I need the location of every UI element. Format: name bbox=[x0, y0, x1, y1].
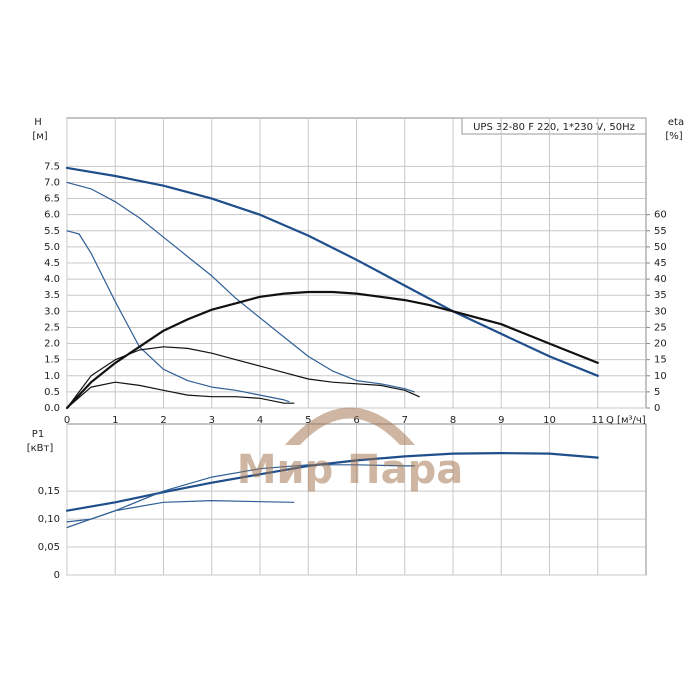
y2-tick-label: 0 bbox=[654, 403, 660, 414]
y-tick-label: 1.5 bbox=[44, 355, 60, 366]
y2-tick-label: 5 bbox=[654, 387, 660, 398]
x-tick-label: 6 bbox=[353, 415, 359, 426]
y2-unit: [%] bbox=[665, 131, 682, 142]
curve bbox=[65, 290, 599, 410]
y2-tick-label: 20 bbox=[654, 339, 667, 350]
y2-tick-label: 50 bbox=[654, 242, 667, 253]
y-label: H bbox=[34, 117, 42, 128]
y2-tick-label: 30 bbox=[654, 306, 667, 317]
watermark-text: Мир Пара bbox=[237, 447, 463, 493]
y-tick-label: 4.0 bbox=[44, 274, 60, 285]
x-tick-label: 2 bbox=[160, 415, 166, 426]
x-tick-label: 9 bbox=[498, 415, 504, 426]
y-tick-label: 0,05 bbox=[38, 542, 60, 553]
y2-label: eta bbox=[668, 117, 684, 128]
y-tick-label: 0.5 bbox=[44, 387, 60, 398]
curve bbox=[66, 381, 295, 409]
y2-tick-label: 35 bbox=[654, 290, 667, 301]
y-tick-label: 2.5 bbox=[44, 322, 60, 333]
y2-tick-label: 25 bbox=[654, 322, 667, 333]
y-tick-label: 7.0 bbox=[44, 177, 60, 188]
x-tick-label: 10 bbox=[543, 415, 556, 426]
y-tick-label: 0 bbox=[54, 570, 60, 581]
y-unit: [м] bbox=[32, 131, 47, 142]
y2-tick-label: 10 bbox=[654, 371, 667, 382]
y-tick-label: 5.0 bbox=[44, 242, 60, 253]
watermark-arc bbox=[285, 407, 415, 445]
y-tick-label: 3.5 bbox=[44, 290, 60, 301]
y-tick-label: 7.5 bbox=[44, 161, 60, 172]
y-tick-label: 0,15 bbox=[38, 486, 60, 497]
x-tick-label: 11 bbox=[591, 415, 604, 426]
y-tick-label: 3.0 bbox=[44, 306, 60, 317]
y2-tick-label: 60 bbox=[654, 210, 667, 221]
x-tick-label: 3 bbox=[209, 415, 215, 426]
y-tick-label: 6.0 bbox=[44, 210, 60, 221]
y-label: P1 bbox=[32, 429, 44, 440]
y-tick-label: 1.0 bbox=[44, 371, 60, 382]
curve bbox=[66, 500, 295, 529]
x-tick-label: 5 bbox=[305, 415, 311, 426]
legend-title: UPS 32-80 F 220, 1*230 V, 50Hz bbox=[473, 122, 635, 133]
curve bbox=[66, 230, 290, 403]
y2-tick-label: 15 bbox=[654, 355, 667, 366]
x-label: Q [м³/ч] bbox=[606, 415, 646, 426]
y-tick-label: 5.5 bbox=[44, 226, 60, 237]
y-tick-label: 0.0 bbox=[44, 403, 60, 414]
legend-box bbox=[461, 117, 647, 135]
y-tick-label: 0,10 bbox=[38, 514, 60, 525]
x-tick-label: 1 bbox=[112, 415, 118, 426]
curve bbox=[66, 181, 415, 393]
y2-tick-label: 40 bbox=[654, 274, 667, 285]
y2-tick-label: 55 bbox=[654, 226, 667, 237]
x-tick-label: 7 bbox=[402, 415, 408, 426]
y-tick-label: 4.5 bbox=[44, 258, 60, 269]
x-tick-label: 4 bbox=[257, 415, 263, 426]
x-tick-label: 8 bbox=[450, 415, 456, 426]
y-unit: [кВт] bbox=[27, 443, 54, 454]
y-tick-label: 6.5 bbox=[44, 194, 60, 205]
y-tick-label: 2.0 bbox=[44, 339, 60, 350]
curve bbox=[66, 346, 420, 409]
y2-tick-label: 45 bbox=[654, 258, 667, 269]
curve bbox=[65, 166, 599, 377]
watermark: Мир Пара bbox=[237, 407, 463, 493]
x-tick-label: 0 bbox=[64, 415, 70, 426]
